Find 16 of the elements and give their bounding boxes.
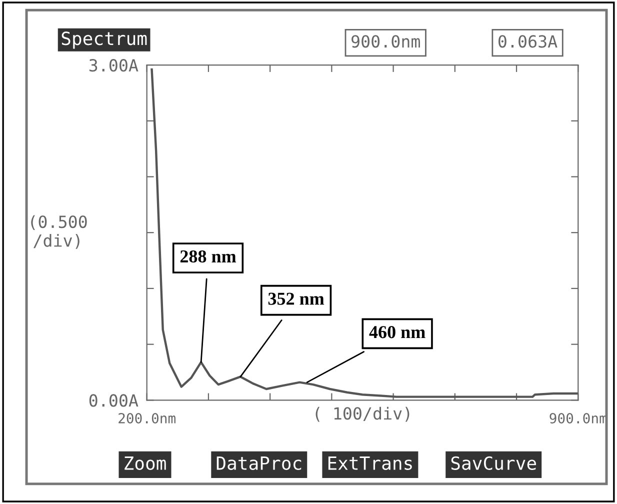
line-series [150,68,578,398]
x-axis-title: ( 100/div) [316,406,410,422]
annotation: 352 nm [268,292,324,305]
y-tick-label: 3.00A [89,59,138,72]
x-tick-label: 200.0nm [118,412,176,424]
y-axis-title: (0.500 /div) [31,215,87,249]
annotation: 288 nm [180,250,236,263]
text: SavCurve [451,456,536,470]
text: 900.0nm [352,35,420,48]
y-tick-label: 0.00A [89,394,138,407]
annotation: 460 nm [369,326,426,338]
text: DataProc [216,456,302,470]
text: ExtTrans [328,456,412,470]
text: Zoom [124,456,166,470]
text: 0.063A [498,35,558,48]
chart-title: Spectrum [62,32,147,49]
